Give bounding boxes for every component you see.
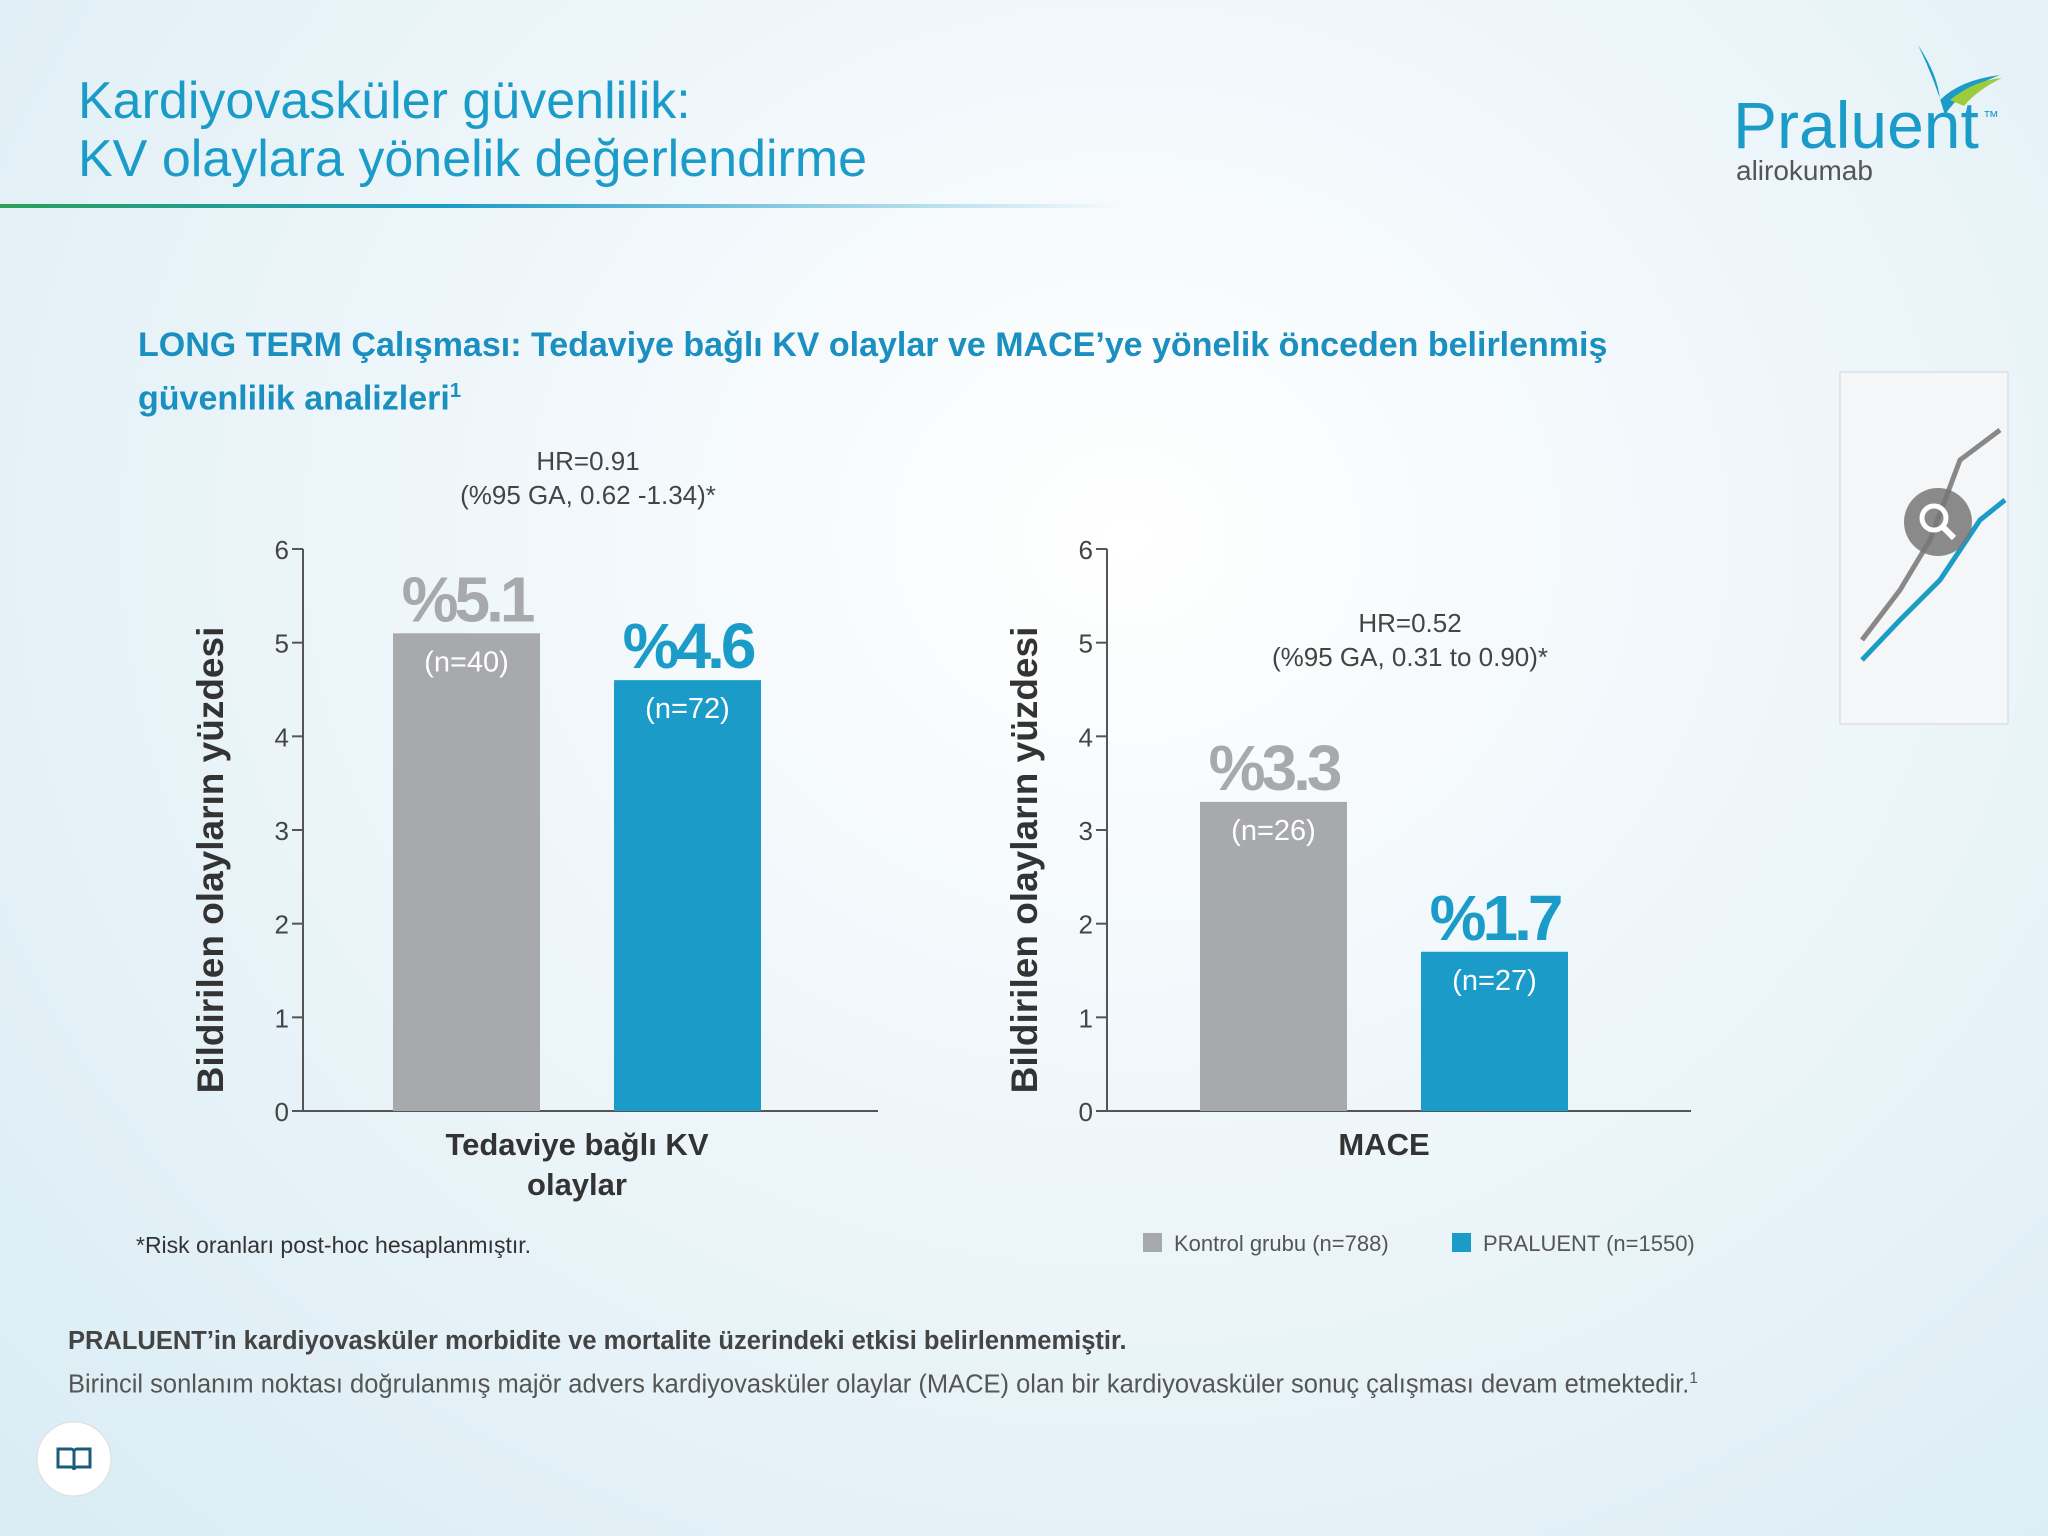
title-line: KV olaylara yönelik değerlendirme: [78, 130, 868, 188]
value-label: %5.1: [402, 563, 534, 635]
legend-label: PRALUENT (n=1550): [1483, 1231, 1695, 1256]
count-label: (n=27): [1452, 965, 1537, 997]
y-tick-label: 0: [275, 1097, 289, 1127]
y-tick-label: 3: [1079, 816, 1093, 846]
trademark: ™: [1983, 109, 1999, 126]
y-tick-label: 0: [1079, 1097, 1093, 1127]
logo-leaf: [1950, 78, 2002, 106]
footnote: *Risk oranları post-hoc hesaplanmıştır.: [136, 1232, 532, 1258]
y-axis-label: Bildirilen olayların yüzdesi: [1004, 627, 1045, 1094]
x-category-label: Tedaviye bağlı KV olaylar: [445, 1127, 709, 1202]
zoom-icon: [1919, 503, 1949, 533]
brand: Praluent: [1733, 88, 1979, 162]
count-label: (n=72): [645, 693, 730, 725]
annotation: HR=0.91: [536, 446, 639, 476]
title-line: Kardiyovasküler güvenlilik:: [78, 72, 691, 130]
thumbnail-line: [1860, 498, 2007, 662]
x-category: Tedaviye bağlı KV olaylar: [445, 1127, 709, 1202]
subtitle: LONG TERM Çalışması: Tedaviye bağlı KV o…: [138, 322, 1698, 421]
y-tick-label: 3: [275, 816, 289, 846]
legend-swatch: [1143, 1233, 1162, 1252]
y-tick-label: 2: [1079, 910, 1093, 940]
bar: [1421, 951, 1568, 1111]
value-label: %3.3: [1209, 732, 1341, 804]
x-category-label: MACE: [1338, 1127, 1430, 1162]
count-label: (n=26): [1231, 815, 1316, 847]
value-label: %1.7: [1430, 882, 1561, 954]
y-tick-label: 1: [1079, 1003, 1093, 1033]
legend-label: Kontrol grubu (n=788): [1174, 1231, 1389, 1256]
count-label: (n=40): [424, 646, 509, 678]
note: Birincil sonlanım noktası doğrulanmış ma…: [68, 1370, 1690, 1399]
annotation: (%95 GA, 0.31 to 0.90)*: [1272, 642, 1548, 672]
y-tick-label: 5: [1079, 629, 1093, 659]
y-tick-label: 1: [275, 1003, 289, 1033]
bar: [614, 680, 761, 1111]
title-rule: [0, 204, 1120, 208]
zoom-button[interactable]: [1904, 488, 1972, 556]
generic-name: alirokumab: [1736, 155, 1873, 186]
y-tick-label: 4: [1079, 722, 1093, 752]
y-tick-label: 6: [1079, 535, 1093, 565]
reference: 1: [449, 380, 462, 402]
reference: 1: [1689, 1370, 1698, 1387]
annotation: (%95 GA, 0.62 -1.34)*: [460, 480, 716, 510]
bold-note: PRALUENT’in kardiyovasküler morbidite ve…: [68, 1327, 1127, 1355]
y-axis-label: Bildirilen olayların yüzdesi: [190, 627, 231, 1094]
value-label: %4.6: [623, 610, 755, 682]
y-tick-label: 5: [275, 629, 289, 659]
bar: [393, 633, 540, 1111]
subtitle-text: LONG TERM Çalışması: Tedaviye bağlı KV o…: [138, 326, 1608, 418]
zoom-icon: [1940, 524, 1957, 541]
x-category: MACE: [1338, 1127, 1430, 1162]
logo-swoosh: [1918, 45, 2000, 115]
thumbnail[interactable]: [1839, 371, 2009, 725]
y-tick-label: 2: [275, 910, 289, 940]
bar: [1200, 801, 1347, 1111]
slide-title: Kardiyovasküler güvenlilik: KV olaylara …: [78, 72, 867, 188]
legend-swatch: [1452, 1233, 1471, 1252]
y-tick-label: 6: [275, 535, 289, 565]
annotation: HR=0.52: [1358, 608, 1461, 638]
book-icon: [56, 1447, 92, 1471]
y-tick-label: 4: [275, 722, 289, 752]
bottom-notes: PRALUENT’in kardiyovasküler morbidite ve…: [68, 1322, 1698, 1404]
